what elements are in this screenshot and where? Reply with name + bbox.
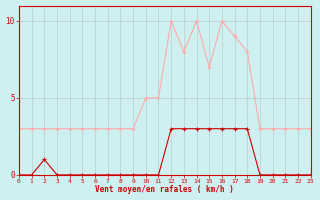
X-axis label: Vent moyen/en rafales ( km/h ): Vent moyen/en rafales ( km/h ) <box>95 185 234 194</box>
